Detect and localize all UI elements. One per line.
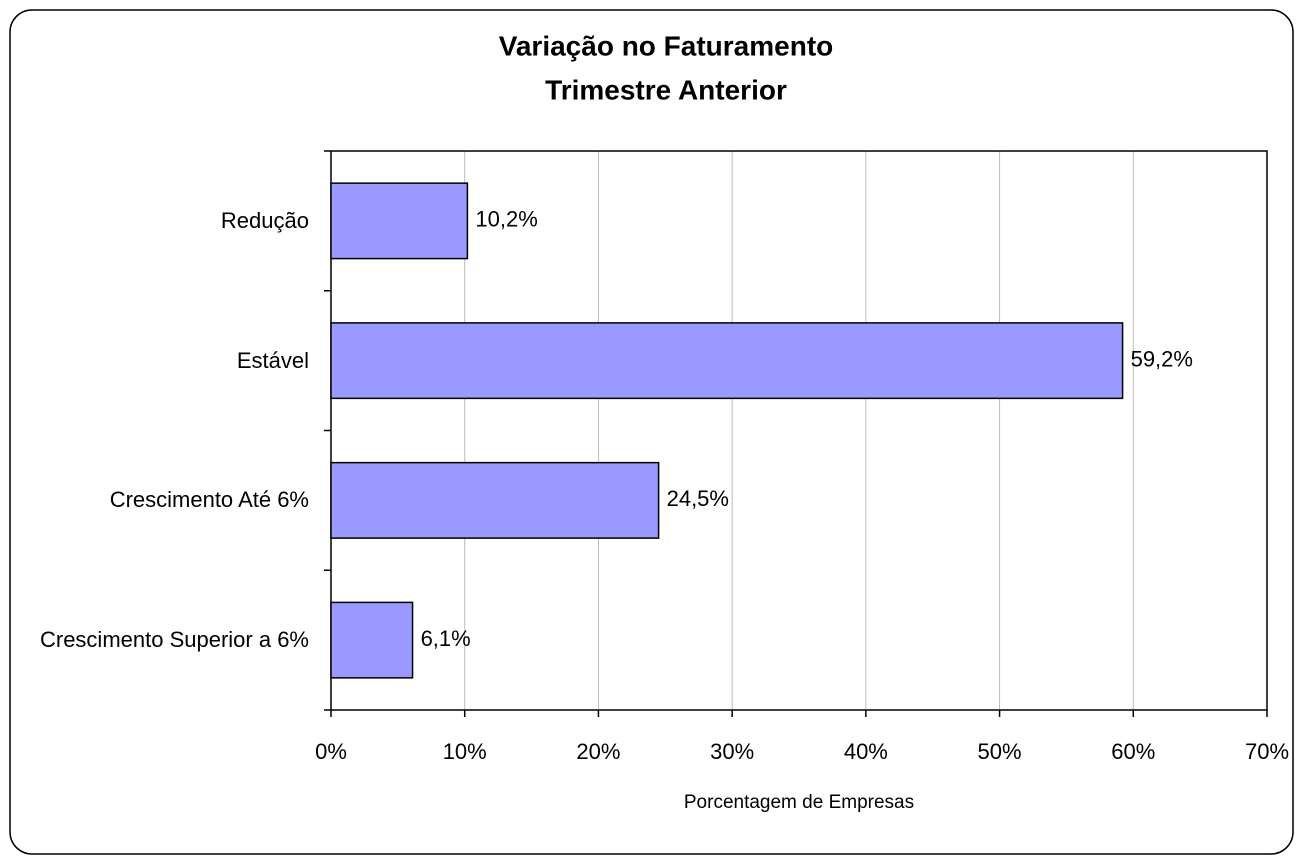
bar — [330, 182, 469, 260]
x-tick-label: 20% — [576, 739, 620, 764]
x-tick-label: 10% — [443, 739, 487, 764]
x-tick-label: 60% — [1111, 739, 1155, 764]
plot-area — [331, 151, 1267, 710]
x-tick-label: 50% — [978, 739, 1022, 764]
x-axis-label: Porcentagem de Empresas — [684, 792, 914, 813]
bar — [330, 322, 1124, 400]
bar — [330, 461, 660, 539]
chart-title: Trimestre Anterior — [545, 74, 787, 105]
value-label: 24,5% — [667, 486, 729, 511]
x-tick-label: 0% — [315, 739, 347, 764]
chart-title: Variação no Faturamento — [499, 30, 834, 61]
y-tick-label: Redução — [220, 207, 309, 233]
value-label: 10,2% — [475, 207, 537, 232]
y-tick-label: Estável — [236, 347, 309, 373]
value-label: 59,2% — [1131, 346, 1193, 371]
y-tick-label: Crescimento Até 6% — [109, 487, 309, 513]
x-tick-label: 40% — [844, 739, 888, 764]
x-tick-label: 30% — [710, 739, 754, 764]
value-label: 6,1% — [421, 626, 471, 651]
y-tick-label: Crescimento Superior a 6% — [39, 627, 309, 653]
x-tick-label: 70% — [1245, 739, 1289, 764]
bar — [330, 601, 414, 679]
